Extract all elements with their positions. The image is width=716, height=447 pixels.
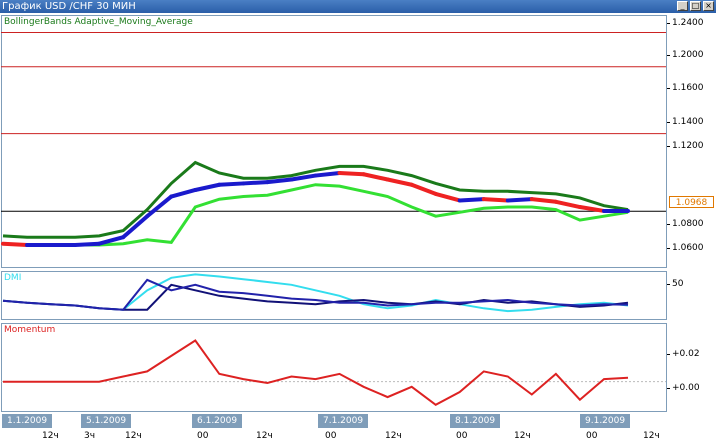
time-tick: 00 — [586, 431, 598, 441]
lower-band-line — [2, 183, 629, 247]
time-tick: 3ч — [84, 431, 96, 441]
window-title-bar: График USD /CHF 30 МИН _ □ × — [0, 0, 716, 13]
ama-segment — [121, 214, 150, 240]
date-tag: 7.1.2009 — [318, 414, 369, 428]
momentum-axis[interactable]: +0.02 +0.00 — [667, 323, 716, 412]
ama-segment — [265, 177, 294, 185]
ama-segment — [217, 181, 246, 187]
dmi-axis[interactable]: 50 — [666, 271, 716, 320]
ama-segment — [73, 241, 102, 248]
price-axis-label: 1.1200 — [667, 141, 704, 151]
price-axis-label: 1.0600 — [667, 243, 704, 253]
main-price-axis[interactable]: 1.2400 1.2000 1.1600 1.1400 1.1200 1.080… — [667, 15, 716, 268]
ama-segment — [481, 197, 510, 203]
ama-segment — [337, 170, 366, 177]
momentum-axis-label: +0.02 — [667, 349, 700, 359]
ama-segment — [361, 172, 390, 182]
momentum-axis-label: +0.00 — [667, 383, 700, 393]
ama-segment — [577, 205, 606, 213]
price-axis-label: 1.0800 — [667, 219, 704, 229]
momentum-line — [3, 339, 629, 406]
upper-band-line — [2, 160, 629, 239]
date-tag: 1.1.2009 — [2, 414, 53, 428]
time-tick: 12ч — [514, 431, 531, 441]
ama-segment — [289, 173, 318, 182]
price-axis-label: 1.2000 — [667, 50, 704, 60]
main-indicator-label: BollingerBands Adaptive_Moving_Average — [4, 17, 193, 27]
time-tick: 12ч — [125, 431, 142, 441]
window-title: График USD /CHF 30 МИН — [2, 1, 136, 12]
ama-segment — [193, 182, 222, 192]
ama-segment — [241, 180, 270, 186]
time-tick: 12ч — [42, 431, 59, 441]
dmi-label: DMI — [4, 273, 22, 283]
date-tag: 9.1.2009 — [580, 414, 631, 428]
ama-segment — [385, 177, 414, 187]
time-tick: 12ч — [385, 431, 402, 441]
main-chart-panel[interactable]: BollingerBands Adaptive_Moving_Average — [1, 15, 667, 268]
dmi-panel[interactable]: DMI — [1, 271, 667, 320]
ama-segment — [145, 194, 174, 219]
window-controls: _ □ × — [677, 1, 714, 11]
price-axis-label: 1.1600 — [667, 83, 704, 93]
ama-segment — [529, 197, 558, 204]
momentum-panel[interactable]: Momentum — [1, 323, 667, 412]
time-tick: 00 — [197, 431, 209, 441]
momentum-label: Momentum — [4, 325, 56, 335]
date-tag: 6.1.2009 — [192, 414, 243, 428]
date-axis[interactable]: 1.1.2009 5.1.2009 6.1.2009 7.1.2009 8.1.… — [0, 413, 716, 447]
ama-segment — [457, 197, 486, 203]
time-tick: 00 — [456, 431, 468, 441]
dmi-plus-line — [2, 273, 629, 313]
ama-segment — [1, 241, 30, 248]
ama-segment — [97, 235, 126, 246]
minimize-button[interactable]: _ — [677, 1, 688, 11]
ama-segment — [409, 182, 438, 196]
ama-segment — [505, 197, 534, 203]
ama-segment — [313, 170, 342, 178]
date-tag: 8.1.2009 — [450, 414, 501, 428]
adx-line — [2, 278, 629, 311]
price-axis-label: 1.1400 — [667, 117, 704, 127]
time-tick: 00 — [325, 431, 337, 441]
ama-segment — [433, 191, 462, 203]
ama-segment — [553, 199, 582, 210]
ama-segment — [169, 187, 198, 199]
price-axis-label: 1.2400 — [667, 18, 704, 28]
time-tick: 12ч — [256, 431, 273, 441]
dmi-axis-label: 50 — [666, 279, 683, 289]
current-price-marker: 1.0968 — [669, 196, 714, 208]
dmi-minus-line — [2, 283, 629, 311]
time-tick: 12ч — [643, 431, 660, 441]
maximize-button[interactable]: □ — [690, 1, 701, 11]
close-button[interactable]: × — [703, 1, 714, 11]
date-tag: 5.1.2009 — [81, 414, 132, 428]
